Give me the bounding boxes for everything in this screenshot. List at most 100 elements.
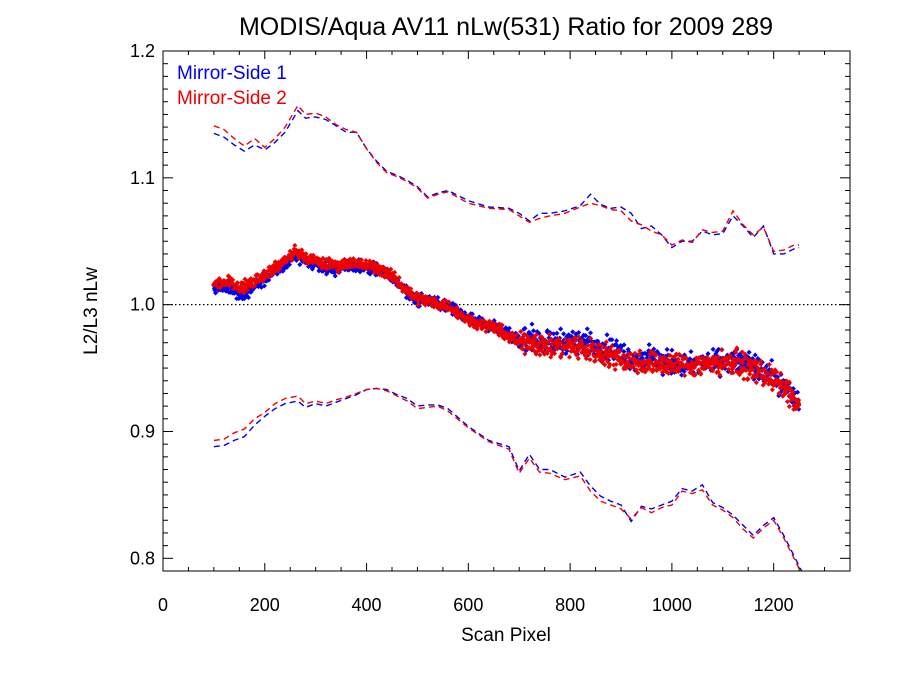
ms1-point [245,295,252,301]
ms1-point [595,338,601,344]
ms1-point [604,332,610,338]
ms2-point [396,275,402,281]
ms1-point [248,289,254,295]
ms1-point [621,349,627,355]
x-tick-label: 1000 [652,595,692,615]
ms2-point [230,277,236,283]
ms1-point [213,290,219,296]
ms2-point [613,361,619,367]
ms2-upper-envelope-line [213,104,800,253]
y-tick-label: 0.9 [130,421,155,441]
ms1-point [286,262,293,268]
ms2-point [446,299,452,305]
plot-frame [162,50,851,572]
ms2-point [774,369,780,375]
ms2-point [683,355,690,361]
ms2-point [796,402,802,408]
ms2-point [392,269,398,275]
ms2-point [776,390,782,396]
ms2-point [786,379,793,385]
ms1-point [241,295,247,302]
ticks-layer: 0 200 400 600 800 1000 1200 0.8 0.9 1.0 1.1 1.2 [130,41,850,615]
ms2-point [548,336,554,342]
x-tick-label: 800 [555,595,585,615]
ms2-point [790,392,796,398]
ms1-point [554,330,560,336]
ms2-point [363,258,369,264]
ms2-point [492,321,498,327]
series-layer [211,104,803,571]
x-tick-label: 1200 [754,595,794,615]
ms2-point [745,377,751,383]
ms1-point [621,342,627,348]
legend-label-ms1: Mirror-Side 1 [177,63,287,84]
ms2-point [455,315,461,321]
ms1-point [506,325,512,331]
ms2-point [682,373,688,379]
legend: Mirror-Side 1 Mirror-Side 2 [177,63,287,109]
ms2-point [408,286,414,292]
ms2-point [335,269,341,275]
ms2-point [559,351,565,357]
ms2-point [241,290,247,296]
ms1-upper-envelope-line [213,109,800,255]
y-tick-label: 1.1 [130,168,155,188]
ms1-point [522,325,528,331]
ms2-point [289,257,295,263]
ms1-point [609,337,615,343]
ms2-point [537,352,543,358]
ms2-point [522,351,528,357]
ms2-point [762,366,768,372]
ms2-point [234,280,240,286]
ms1-point [664,346,670,353]
ms2-point [636,352,642,358]
ms2-point [587,357,593,363]
ms2-point [532,337,538,343]
x-tick-label: 200 [250,595,280,615]
ms2-point [603,339,609,345]
ms1-point [688,349,694,355]
ms1-point [614,338,620,344]
x-tick-label: 600 [453,595,483,615]
ms2-point [539,334,545,340]
x-tick-label: 0 [158,595,168,615]
ms2-point [715,354,721,360]
ms2-point [252,283,258,289]
ms2-point [566,354,573,360]
ms1-point [529,321,535,327]
ms2-point [585,342,591,348]
ms2-point [513,332,520,338]
ms2-point [454,304,460,311]
ms2-point [477,317,483,323]
ms2-point [623,365,629,371]
x-axis-label: Scan Pixel [461,625,551,646]
ms2-point [612,366,618,373]
ms2-point [758,358,764,364]
ms2-point [591,347,597,353]
ms2-point [583,356,589,362]
x-tick-label: 400 [352,595,382,615]
ms2-point [734,345,740,351]
ms2-point [637,348,643,354]
legend-label-ms2: Mirror-Side 2 [177,88,287,109]
ms2-point [622,354,628,360]
ms2-point [661,354,667,360]
ms2-point [388,266,394,272]
ms1-point [558,326,564,332]
series-2 [211,104,802,571]
ms2-point [483,328,489,335]
ms2-point [520,346,526,352]
ms2-point [742,351,748,357]
ms2-point [710,368,716,374]
ms1-point [503,325,509,331]
ms2-point [733,349,739,356]
y-tick-label: 1.0 [130,295,155,315]
ms2-point [292,242,298,248]
ms2-point [416,301,422,307]
ms2-point [659,369,666,375]
ms2-point [676,351,682,358]
ms2-point [499,322,505,328]
ms2-point [562,337,568,343]
ms2-point [739,369,745,375]
